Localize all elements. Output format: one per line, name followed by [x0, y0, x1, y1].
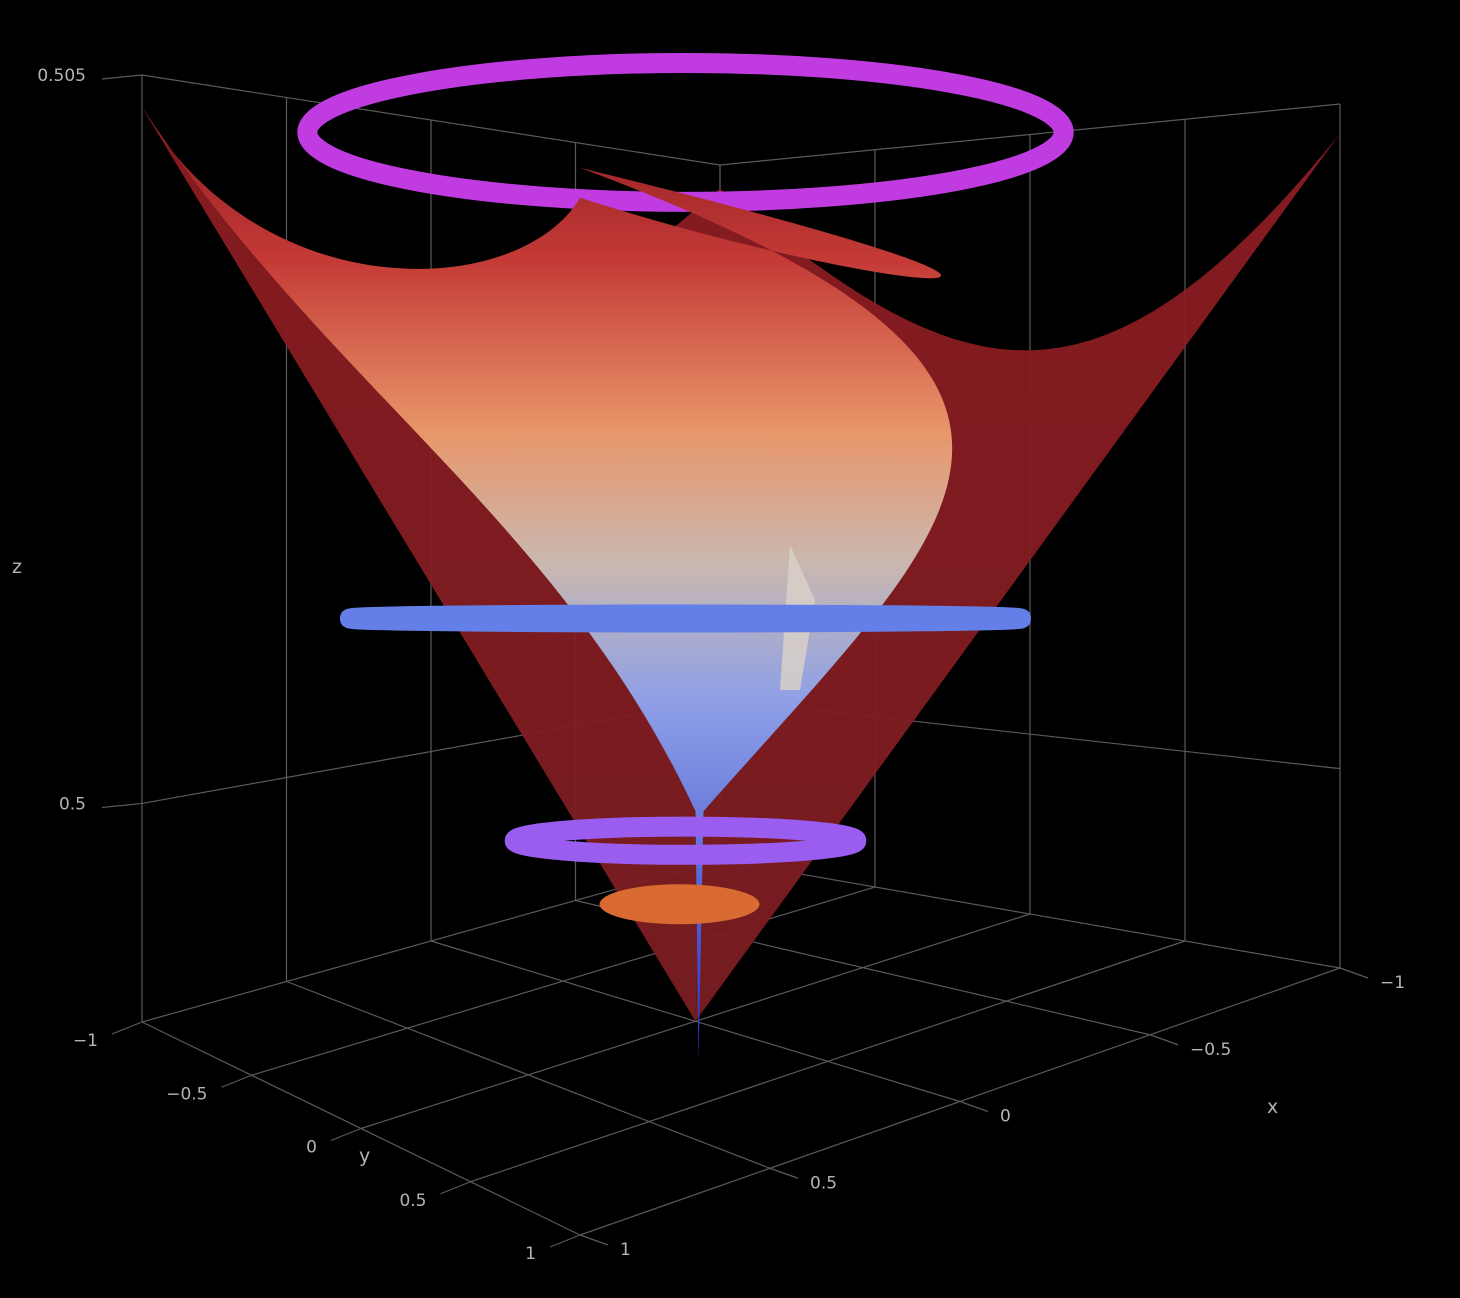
y-tick-mark	[111, 1021, 143, 1035]
ring-top-ellipse	[297, 52, 1074, 212]
z-tick-mark	[101, 74, 143, 80]
z-tick-label: 0.505	[37, 66, 86, 86]
y-axis-title: y	[359, 1145, 370, 1167]
z-tick-mark	[101, 802, 143, 809]
y-tick-label: −0.5	[166, 1084, 207, 1104]
wall-gridline-horizontal	[141, 74, 721, 166]
y-tick-mark	[440, 1181, 471, 1195]
y-tick-label: 0	[306, 1138, 317, 1158]
x-tick-mark	[959, 1100, 989, 1113]
x-tick-mark	[579, 1234, 609, 1246]
rings-lower	[340, 604, 1031, 925]
x-tick-label: 0	[1000, 1107, 1011, 1127]
x-tick-label: 0.5	[810, 1173, 837, 1193]
x-tick-mark	[1339, 967, 1369, 979]
x-tick-label: −1	[1380, 973, 1405, 993]
ring-top	[297, 52, 1074, 212]
ring-lower-middle	[504, 816, 867, 865]
x-tick-mark	[769, 1167, 799, 1179]
ring-bottom-disc	[599, 884, 760, 925]
z-axis-title: z	[12, 556, 22, 578]
y-tick-mark	[549, 1234, 581, 1248]
floor-gridline-x	[470, 940, 1186, 1183]
axis-ticks: 1 1 0.5 0.5 0 0 −0.5 −0.5 −1 −1 0.505 0.5	[37, 66, 1405, 1264]
x-tick-mark	[1149, 1034, 1179, 1046]
y-tick-label: −1	[73, 1031, 98, 1051]
wall-gridline-horizontal	[719, 103, 1341, 166]
ring-upper-middle	[340, 604, 1031, 633]
x-axis-title: x	[1267, 1096, 1278, 1118]
y-tick-mark	[330, 1127, 362, 1142]
surface-funnel	[142, 107, 953, 1062]
y-tick-label: 1	[525, 1244, 536, 1264]
y-tick-mark	[221, 1074, 252, 1088]
z-tick-label: 0.5	[59, 794, 86, 814]
x-tick-label: 1	[620, 1240, 631, 1260]
x-tick-label: −0.5	[1190, 1040, 1231, 1060]
floor-gridline-y	[286, 980, 771, 1169]
y-tick-label: 0.5	[399, 1191, 426, 1211]
